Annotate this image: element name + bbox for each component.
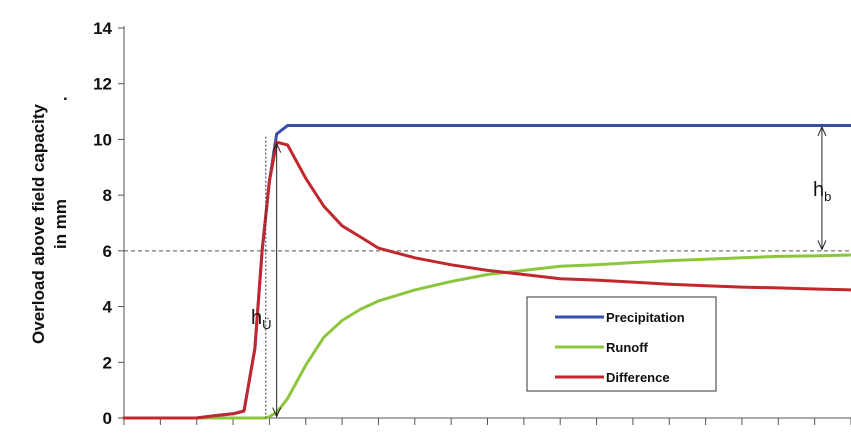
y-axis-title-line-2: in mm bbox=[51, 199, 70, 249]
y-tick-label: 0 bbox=[103, 409, 112, 428]
annotation-h-b: hb bbox=[813, 179, 831, 204]
series-group bbox=[122, 124, 851, 420]
legend-label-precipitation: Precipitation bbox=[606, 310, 685, 325]
series-line-runoff bbox=[122, 253, 851, 420]
arrow-h-b-head-top bbox=[817, 125, 827, 137]
y-tick-label: 8 bbox=[103, 186, 112, 205]
legend-label-difference: Difference bbox=[606, 370, 670, 385]
y-tick-label: 10 bbox=[93, 130, 112, 149]
legend: Precipitation Runoff Difference bbox=[526, 296, 717, 392]
y-tick-label: 4 bbox=[103, 298, 113, 317]
stray-mark: . bbox=[63, 85, 68, 104]
arrow-h-u-head-bottom bbox=[272, 407, 282, 418]
y-tick-label: 6 bbox=[103, 242, 112, 261]
annotation-h-u: hÜ bbox=[251, 307, 272, 332]
legend-box bbox=[526, 296, 717, 392]
arrow-h-u-head-top bbox=[272, 142, 282, 153]
y-tick-label: 12 bbox=[93, 75, 112, 94]
series-line-difference bbox=[122, 140, 851, 420]
axes: 0 2 4 6 8 10 12 14 bbox=[93, 19, 851, 428]
y-axis-title-line-1: Overload above field capacity bbox=[29, 103, 48, 344]
annotations-group: hÜ hb . bbox=[63, 85, 831, 418]
arrow-h-b-head-bottom bbox=[817, 240, 827, 251]
y-tick-label: 2 bbox=[103, 353, 112, 372]
y-tick-label: 14 bbox=[93, 19, 112, 38]
y-axis-title-group: Overload above field capacity in mm bbox=[29, 103, 70, 344]
legend-label-runoff: Runoff bbox=[606, 340, 649, 355]
